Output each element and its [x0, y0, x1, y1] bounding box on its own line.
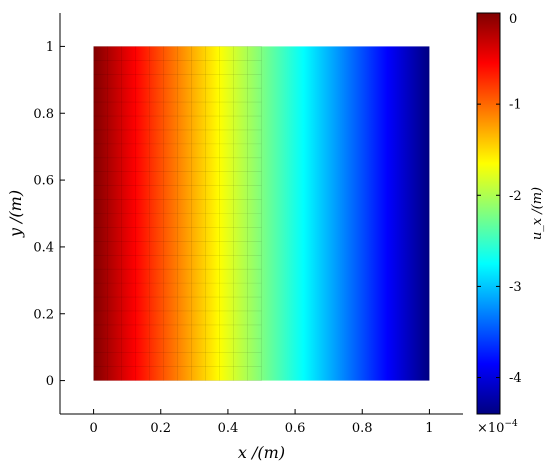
y-tick-label: 1	[46, 40, 54, 55]
x-tick-label: 0.4	[218, 421, 239, 436]
plot-axes	[59, 13, 463, 415]
y-tick-label: 0.4	[33, 240, 54, 255]
colorbar-tick-label: -2	[509, 189, 522, 204]
plot-area: 0 0.2 0.4 0.6 0.8 1 0 0.2 0.4 0.6 0.8 1 x /(m) y /…	[6, 13, 463, 462]
colorbar-label: u_x /(m)	[530, 187, 545, 240]
x-tick-label: 0.2	[150, 421, 171, 436]
y-tick-label: 0	[46, 374, 54, 389]
colorbar-tick-label: -1	[509, 98, 522, 113]
y-axis-ticks: 0 0.2 0.4 0.6 0.8 1	[33, 40, 65, 389]
x-tick-label: 1	[425, 421, 433, 436]
colorbar-tick-label: -3	[509, 280, 522, 295]
x-tick-label: 0.8	[352, 421, 373, 436]
colorbar: 0 -1 -2 -3 -4 ×10−4 u_x /(m)	[476, 12, 545, 436]
x-axis-label: x /(m)	[238, 443, 285, 462]
colorbar-ticks: 0 -1 -2 -3 -4	[477, 12, 522, 386]
colorbar-multiplier: ×10−4	[477, 419, 518, 436]
colorbar-frame	[476, 12, 501, 415]
displacement-field	[93, 46, 430, 381]
y-tick-label: 0.2	[33, 307, 54, 322]
colorbar-tick-label: 0	[509, 12, 517, 27]
colorbar-tick-label: -4	[509, 371, 522, 386]
colorbar-multiplier-base: ×10	[477, 421, 504, 436]
x-tick-label: 0.6	[285, 421, 306, 436]
y-tick-label: 0.6	[33, 174, 54, 189]
y-tick-label: 0.8	[33, 107, 54, 122]
mesh-overlay	[93, 46, 262, 381]
x-axis-ticks: 0 0.2 0.4 0.6 0.8 1	[89, 409, 434, 436]
y-axis-label: y /(m)	[6, 190, 25, 238]
colorbar-multiplier-exponent: −4	[504, 419, 518, 429]
colorbar-gradient	[477, 13, 500, 414]
x-tick-label: 0	[89, 421, 97, 436]
